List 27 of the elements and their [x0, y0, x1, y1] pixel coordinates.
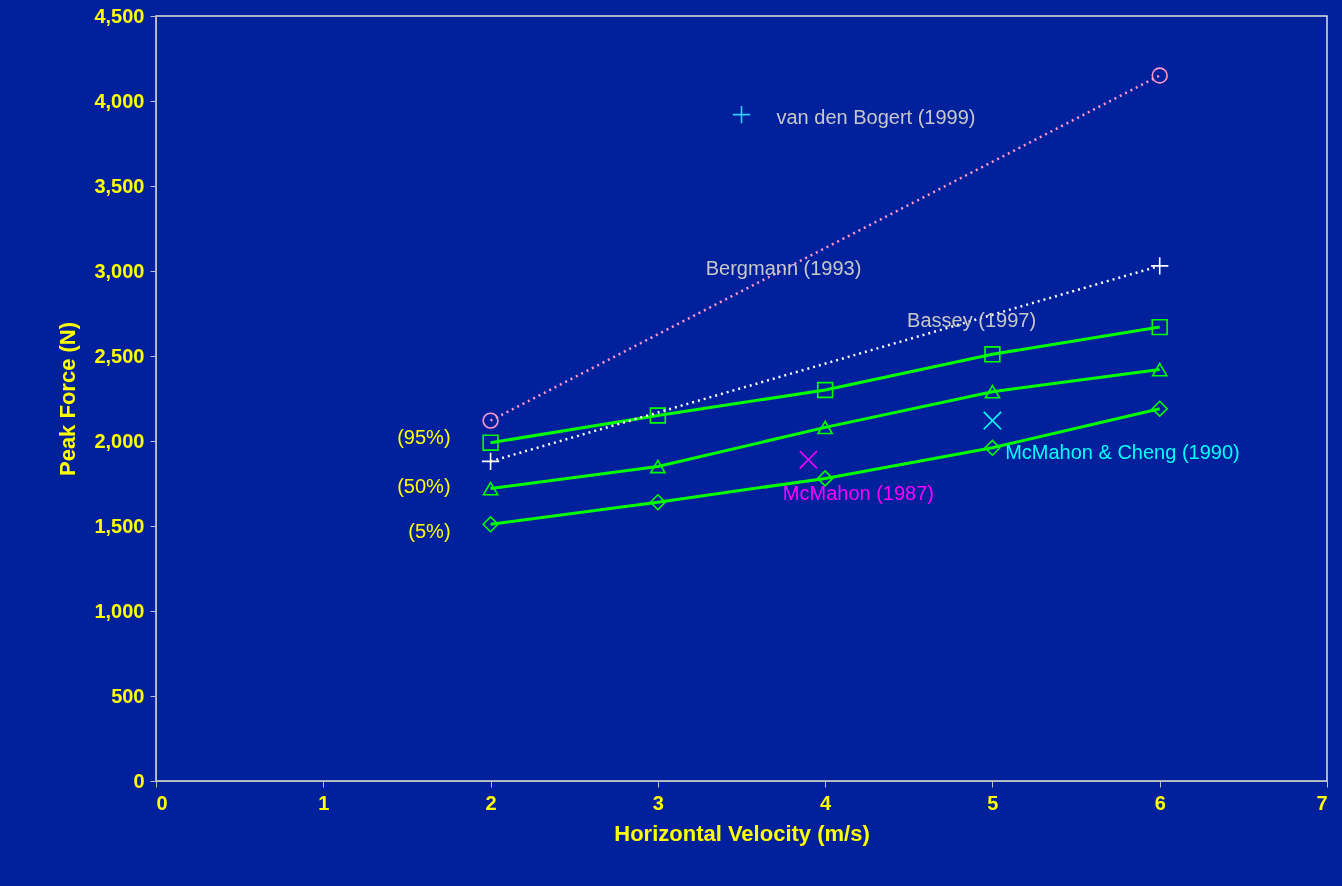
x-tick-label: 7: [1316, 791, 1328, 814]
y-tick-label: 500: [111, 684, 145, 707]
series-label: (95%): [397, 425, 451, 448]
series-label: van den Bogert (1999): [776, 105, 976, 128]
y-tick-label: 4,500: [94, 4, 145, 27]
y-tick-label: 1,500: [94, 514, 145, 537]
x-tick-label: 1: [318, 791, 330, 814]
x-axis-title: Horizontal Velocity (m/s): [614, 820, 870, 846]
x-tick-label: 6: [1154, 791, 1166, 814]
series-label: McMahon & Cheng (1990): [1005, 440, 1240, 463]
y-tick-label: 1,000: [94, 599, 145, 622]
y-axis-title: Peak Force (N): [55, 321, 81, 477]
y-tick-label: 2,500: [94, 344, 145, 367]
series-label: McMahon (1987): [782, 481, 935, 504]
x-tick-label: 4: [820, 791, 833, 814]
x-tick-label: 0: [156, 791, 168, 814]
x-tick-label: 2: [485, 791, 497, 814]
y-tick-label: 0: [133, 769, 145, 792]
series-label: Bassey (1997): [907, 309, 1037, 332]
y-tick-label: 3,500: [94, 174, 145, 197]
series-label: (5%): [408, 520, 451, 543]
y-tick-label: 3,000: [94, 259, 145, 282]
x-tick-label: 3: [652, 791, 664, 814]
x-tick-label: 5: [987, 791, 999, 814]
y-tick-label: 2,000: [94, 429, 145, 452]
y-tick-label: 4,000: [94, 89, 145, 112]
series-label: (50%): [397, 474, 451, 497]
